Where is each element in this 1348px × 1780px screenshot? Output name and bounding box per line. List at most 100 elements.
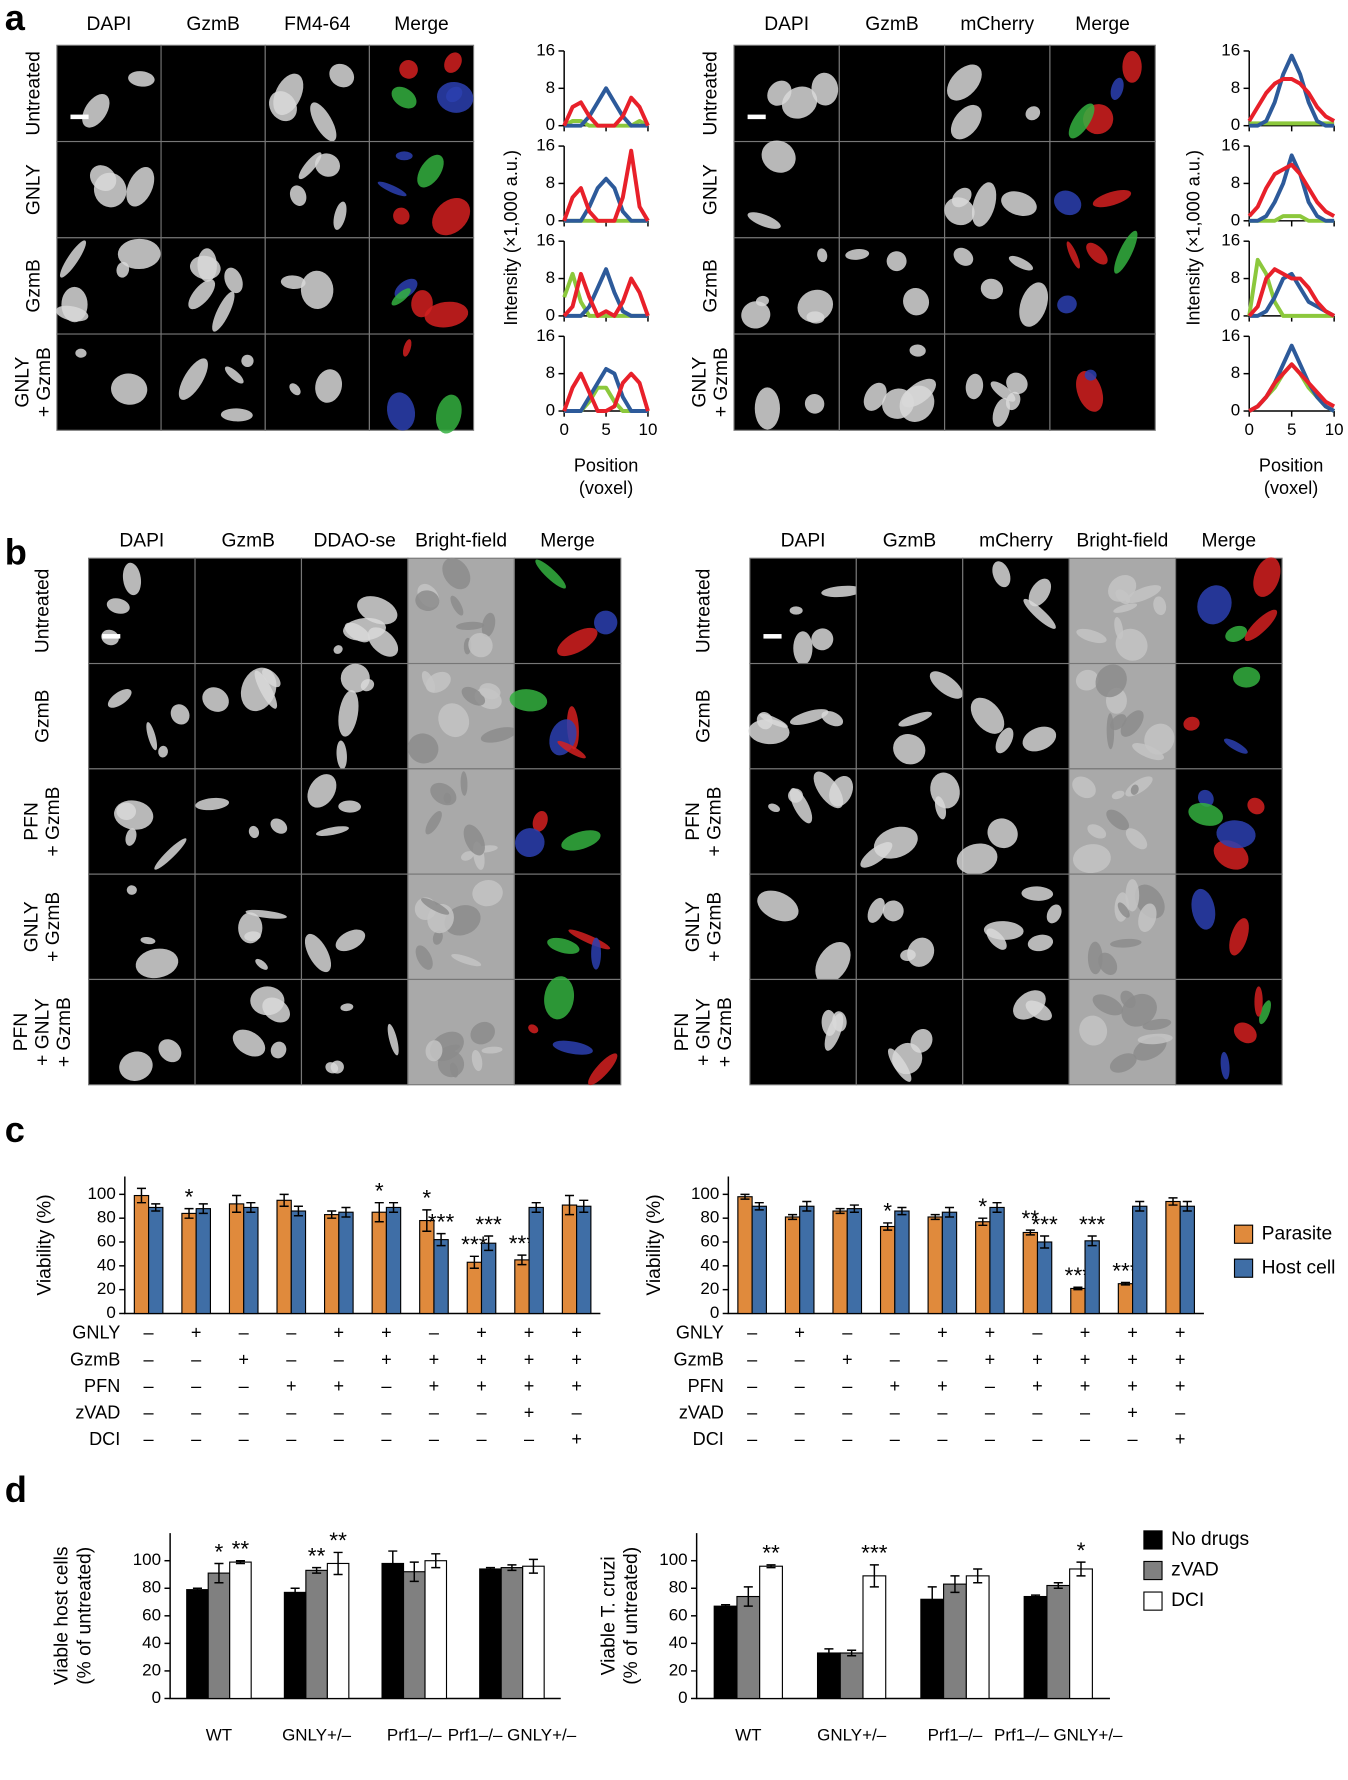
error-bar: [431, 1553, 441, 1569]
condition-mark: +: [1175, 1323, 1186, 1343]
cell-blob: [1137, 1033, 1173, 1045]
cell-blob: [254, 670, 278, 709]
micrograph: [513, 873, 622, 981]
series-line: [562, 371, 650, 414]
cell-blob: [821, 585, 863, 598]
cell-blob: [340, 1003, 354, 1012]
condition-mark: +: [1032, 1376, 1043, 1396]
row-label: GNLY: [683, 901, 704, 952]
cell-blob: [446, 86, 463, 103]
cell-blob: [122, 562, 142, 596]
series-line: [564, 367, 648, 414]
condition-mark: +: [937, 1323, 948, 1343]
condition-mark: +: [571, 1349, 582, 1369]
row-label: GzmB: [32, 689, 53, 742]
series-line: [564, 385, 648, 414]
error-bar: [293, 1205, 303, 1217]
cell-blob: [395, 151, 413, 161]
cell-blob: [307, 774, 337, 808]
condition-mark: –: [890, 1429, 901, 1449]
error-bar: [214, 1562, 224, 1584]
channel-label: FM4-64: [284, 14, 351, 35]
micrograph: [513, 768, 622, 875]
row-label: + GzmB: [54, 997, 75, 1067]
cell-blob: [1113, 603, 1138, 613]
channel-label: Merge: [1202, 530, 1257, 551]
cell-blob: [377, 181, 407, 197]
significance: *: [1077, 1538, 1086, 1563]
condition-mark: –: [795, 1402, 806, 1422]
cell-blob: [804, 394, 825, 414]
cell-blob: [992, 397, 1010, 427]
legend-swatch: [1143, 1560, 1163, 1581]
cell-blob: [811, 628, 834, 651]
cell-blob: [146, 722, 158, 751]
y-tick-label: 100: [691, 1184, 719, 1203]
condition-mark: –: [239, 1429, 250, 1449]
cell-blob: [472, 879, 503, 907]
y-tick-label: 16: [536, 40, 555, 59]
condition-mark: –: [795, 1429, 806, 1449]
error-bar: [824, 1648, 834, 1658]
axis-line: [563, 241, 648, 317]
cell-blob: [815, 941, 851, 984]
bar: [207, 1572, 231, 1700]
micrograph: [838, 140, 946, 239]
x-tick-label: Prf1–/–: [928, 1725, 983, 1744]
cell-blob: [329, 63, 355, 88]
series-line: [562, 271, 650, 318]
bar: [243, 1206, 259, 1315]
condition-mark: +: [794, 1323, 805, 1343]
cell-blob: [480, 727, 517, 743]
channel-label: DAPI: [764, 14, 809, 35]
bar: [736, 1595, 761, 1700]
cell-blob: [220, 408, 253, 422]
error-bar: [1087, 1235, 1097, 1247]
cell-blob: [903, 287, 930, 316]
condition-mark: +: [381, 1349, 392, 1369]
condition-mark: +: [842, 1349, 853, 1369]
condition-mark: –: [1080, 1402, 1091, 1422]
cell-blob: [119, 1051, 153, 1081]
condition-mark: –: [476, 1402, 487, 1422]
row-label: + GNLY: [694, 998, 715, 1066]
x-axis-label: Position: [1259, 455, 1323, 475]
condition-mark: –: [191, 1402, 202, 1422]
y-tick-label: 0: [1231, 115, 1240, 134]
bar: [479, 1568, 502, 1700]
cell-blob: [425, 811, 442, 835]
condition-mark: –: [937, 1402, 948, 1422]
row-label: GzmB: [23, 259, 44, 312]
cell-blob: [1225, 625, 1248, 642]
x-tick-label: GNLY+/–: [817, 1725, 887, 1744]
y-axis-label: (% of untreated): [621, 1547, 642, 1685]
y-tick-label: 16: [536, 136, 555, 155]
cell-blob: [1247, 797, 1265, 815]
bar: [433, 1239, 449, 1315]
scale-bar: [70, 114, 89, 120]
x-tick-label: 10: [639, 420, 658, 439]
cell-blob: [1086, 242, 1108, 265]
condition-mark: –: [334, 1429, 345, 1449]
cell-blob: [1220, 1051, 1230, 1080]
cell-blob: [367, 627, 399, 657]
error-bar: [469, 1255, 479, 1269]
error-bar: [1073, 1286, 1083, 1291]
cell-blob: [393, 207, 410, 225]
cell-blob: [987, 818, 1018, 849]
condition-mark: –: [239, 1376, 250, 1396]
x-axis-label: (voxel): [579, 478, 633, 498]
condition-mark: –: [747, 1429, 758, 1449]
cell-blob: [224, 267, 243, 294]
cell-blob: [424, 301, 469, 328]
condition-mark: +: [571, 1376, 582, 1396]
cell-blob: [93, 172, 127, 208]
y-tick-label: 16: [1221, 136, 1240, 155]
condition-label: GNLY: [72, 1323, 120, 1343]
cell-blob: [594, 610, 618, 635]
condition-label: GzmB: [674, 1349, 724, 1369]
cell-blob: [1130, 784, 1139, 795]
condition-mark: +: [571, 1429, 582, 1449]
cell-blob: [481, 612, 496, 638]
cell-blob: [907, 937, 935, 967]
